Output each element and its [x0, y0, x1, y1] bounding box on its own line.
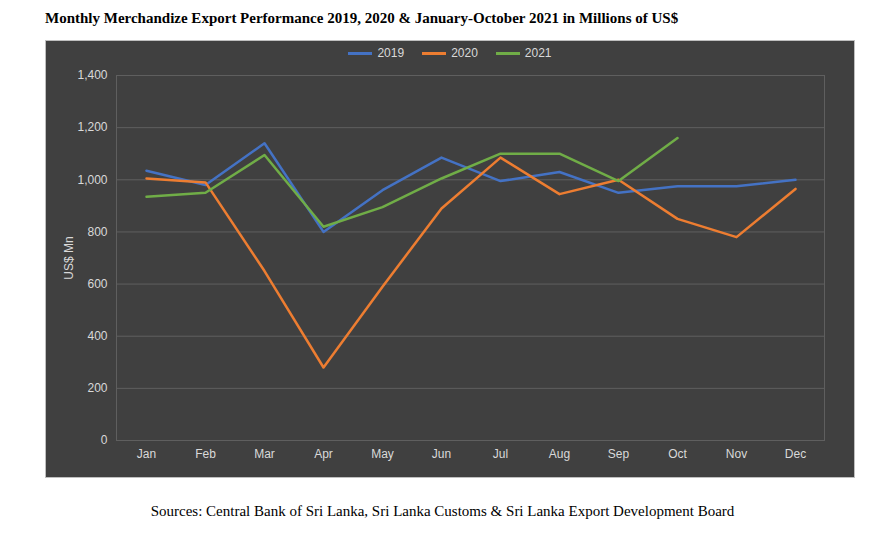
- svg-text:Dec: Dec: [785, 447, 806, 461]
- svg-text:400: 400: [87, 329, 107, 343]
- svg-text:Apr: Apr: [314, 447, 333, 461]
- svg-text:1,000: 1,000: [77, 173, 107, 187]
- svg-text:Jul: Jul: [493, 447, 508, 461]
- svg-text:0: 0: [101, 433, 108, 447]
- svg-text:Sep: Sep: [608, 447, 630, 461]
- svg-text:Mar: Mar: [254, 447, 275, 461]
- svg-text:1,400: 1,400: [77, 68, 107, 82]
- svg-text:800: 800: [87, 225, 107, 239]
- svg-text:Feb: Feb: [195, 447, 216, 461]
- html-text:Monthly Merchandize Export Per: Monthly Merchandize Export Performance 2…: [45, 10, 679, 26]
- html-text:Sources: Central Bank of Sri L: Sources: Central Bank of Sri Lanka, Sri …: [150, 503, 735, 519]
- svg-text:600: 600: [87, 277, 107, 291]
- svg-text:Jun: Jun: [432, 447, 451, 461]
- svg-text:May: May: [371, 447, 394, 461]
- svg-text:1,200: 1,200: [77, 120, 107, 134]
- svg-text:200: 200: [87, 381, 107, 395]
- svg-text:Nov: Nov: [726, 447, 747, 461]
- svg-text:Aug: Aug: [549, 447, 570, 461]
- svg-text:Oct: Oct: [668, 447, 687, 461]
- svg-text:US$ Mn: US$ Mn: [62, 236, 76, 279]
- html-text:2020: 2020: [451, 46, 478, 60]
- html-text:2019: 2019: [377, 46, 405, 60]
- svg-text:Jan: Jan: [137, 447, 156, 461]
- html-text:2021: 2021: [524, 46, 552, 60]
